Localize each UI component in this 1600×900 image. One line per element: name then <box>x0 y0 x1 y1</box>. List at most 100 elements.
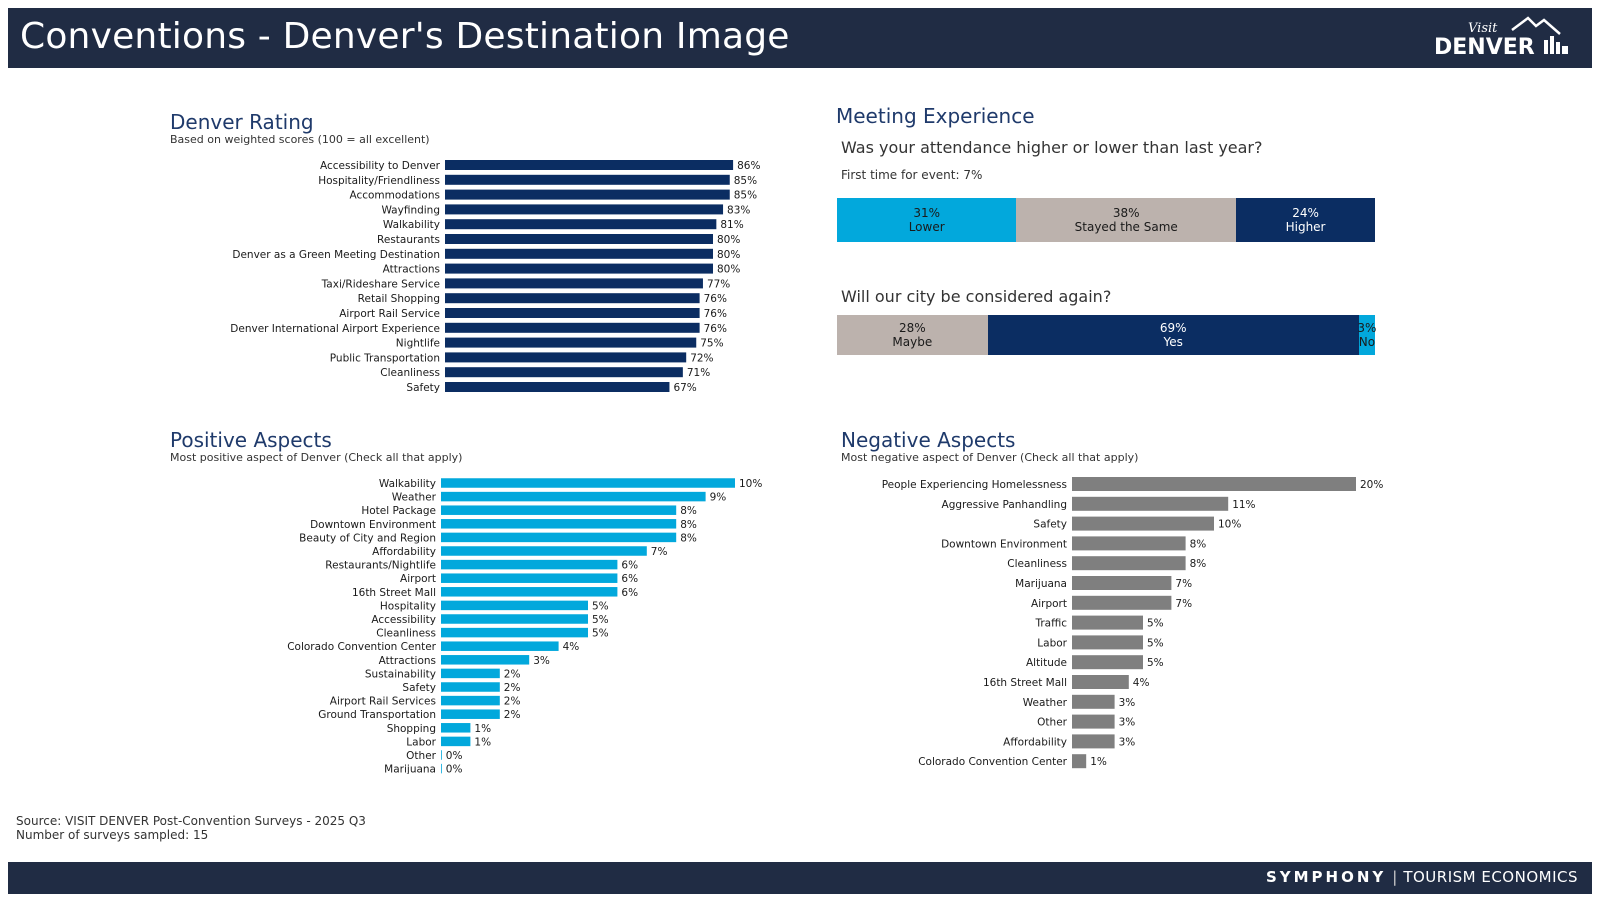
segment-name: No <box>1358 335 1376 349</box>
bar <box>1072 714 1115 729</box>
category-label: Hotel Package <box>361 505 436 517</box>
category-label: Cleanliness <box>380 367 440 379</box>
bar <box>441 559 618 570</box>
value-label: 8% <box>680 519 697 531</box>
bar <box>441 763 442 774</box>
rating-title: Denver Rating <box>170 110 314 134</box>
value-label: 85% <box>734 175 757 187</box>
category-label: Marijuana <box>384 764 436 774</box>
category-label: Restaurants/Nightlife <box>325 560 436 572</box>
value-label: 77% <box>707 278 730 290</box>
bar <box>445 278 703 289</box>
bar <box>1072 556 1186 571</box>
bar <box>441 573 618 583</box>
sample-size-line: Number of surveys sampled: 15 <box>16 828 209 842</box>
value-label: 8% <box>1190 538 1207 550</box>
value-label: 1% <box>474 736 491 748</box>
skyline-icon <box>1544 36 1568 54</box>
value-label: 3% <box>533 655 550 667</box>
value-label: 6% <box>621 587 638 599</box>
value-label: 5% <box>592 628 609 640</box>
category-label: Airport <box>400 573 436 585</box>
value-label: 76% <box>704 308 727 320</box>
category-label: Downtown Environment <box>310 519 436 531</box>
value-label: 3% <box>1119 736 1136 748</box>
bar <box>445 382 670 392</box>
segment-name: Yes <box>1163 335 1183 349</box>
value-label: 76% <box>704 323 727 335</box>
bar <box>441 546 647 556</box>
bar <box>445 293 700 304</box>
bar <box>1072 655 1143 670</box>
category-label: Labor <box>1037 637 1067 649</box>
bar <box>441 736 471 747</box>
positive-title: Positive Aspects <box>170 428 332 452</box>
segment-value: 31% <box>913 206 940 220</box>
category-label: Sustainability <box>365 668 436 680</box>
category-label: Safety <box>1033 519 1067 531</box>
category-label: Airport <box>1031 598 1067 610</box>
value-label: 5% <box>1147 637 1164 649</box>
category-label: Weather <box>392 492 437 504</box>
category-label: Attractions <box>379 655 436 667</box>
value-label: 85% <box>734 190 757 202</box>
value-label: 5% <box>592 614 609 626</box>
consider-stacked-bar: 28% Maybe 69% Yes 3% No <box>837 315 1376 355</box>
category-label: Cleanliness <box>376 628 436 640</box>
brand-symphony: SYMPHONY <box>1265 868 1387 886</box>
category-label: Accommodations <box>349 190 440 202</box>
bar <box>1072 694 1115 709</box>
value-label: 8% <box>680 505 697 517</box>
category-label: Walkability <box>383 219 440 231</box>
bar <box>445 367 683 378</box>
category-label: Hospitality <box>380 600 436 612</box>
rating-chart: Accessibility to Denver 86% Hospitality/Fr… <box>150 156 800 400</box>
bar <box>1072 615 1143 630</box>
category-label: Nightlife <box>396 338 440 350</box>
bar <box>445 322 700 333</box>
value-label: 2% <box>504 696 521 708</box>
bar <box>441 723 471 733</box>
value-label: 20% <box>1360 479 1383 491</box>
bar <box>1072 477 1356 491</box>
segment-value: 24% <box>1292 206 1319 220</box>
bar <box>441 614 588 624</box>
rating-subtitle: Based on weighted scores (100 = all exce… <box>170 133 430 146</box>
value-label: 80% <box>717 249 740 261</box>
bar <box>445 174 730 185</box>
segment-yes: 69% Yes <box>987 315 1359 355</box>
bar <box>441 709 500 719</box>
value-label: 5% <box>1147 657 1164 669</box>
value-label: 0% <box>446 750 463 762</box>
segment-stayed-the-same: 38% Stayed the Same <box>1016 198 1237 242</box>
attendance-stacked-bar: 31% Lower 38% Stayed the Same 24% Higher <box>837 198 1375 242</box>
bar <box>441 478 735 488</box>
bar <box>445 219 717 230</box>
source-note: Source: VISIT DENVER Post-Convention Sur… <box>16 814 366 842</box>
value-label: 81% <box>720 219 743 231</box>
category-label: Walkability <box>379 478 436 490</box>
negative-subtitle: Most negative aspect of Denver (Check al… <box>841 451 1139 464</box>
value-label: 10% <box>1218 519 1241 531</box>
bar <box>445 263 713 274</box>
footer-brand: SYMPHONY | TOURISM ECONOMICS <box>1265 868 1578 886</box>
value-label: 0% <box>446 764 463 774</box>
bar <box>445 352 687 363</box>
bar <box>445 308 700 318</box>
category-label: Weather <box>1023 697 1068 709</box>
value-label: 11% <box>1232 499 1255 511</box>
value-label: 2% <box>504 682 521 694</box>
value-label: 3% <box>1119 717 1136 729</box>
category-label: Hospitality/Friendliness <box>318 175 440 187</box>
rating-chart-svg: Accessibility to Denver 86% Hospitality/Fr… <box>230 160 760 394</box>
category-label: Marijuana <box>1015 578 1067 590</box>
category-label: 16th Street Mall <box>352 587 436 599</box>
logo-small-text: Visit <box>1468 21 1498 36</box>
category-label: Airport Rail Service <box>339 308 440 320</box>
category-label: Attractions <box>383 264 440 276</box>
logo-big-text: DENVER <box>1434 35 1535 60</box>
value-label: 2% <box>504 668 521 680</box>
value-label: 1% <box>1090 756 1107 768</box>
value-label: 83% <box>727 204 750 216</box>
value-label: 8% <box>1190 558 1207 570</box>
